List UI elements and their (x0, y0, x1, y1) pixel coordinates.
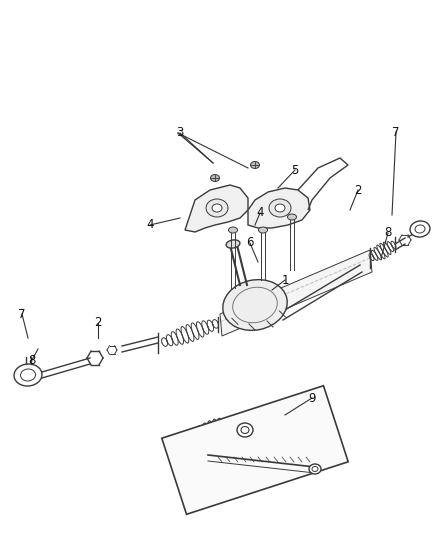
Text: 8: 8 (28, 353, 35, 367)
Ellipse shape (251, 161, 259, 168)
Polygon shape (162, 386, 348, 514)
Ellipse shape (415, 225, 425, 233)
Polygon shape (248, 188, 310, 228)
Ellipse shape (312, 466, 318, 472)
Ellipse shape (287, 214, 297, 220)
Text: 4: 4 (146, 219, 154, 231)
Text: 3: 3 (177, 126, 184, 140)
Ellipse shape (258, 227, 268, 233)
Text: 4: 4 (256, 206, 264, 220)
Ellipse shape (275, 204, 285, 212)
Ellipse shape (226, 240, 240, 248)
Text: 9: 9 (308, 392, 316, 405)
Ellipse shape (211, 174, 219, 182)
Polygon shape (185, 185, 248, 232)
Ellipse shape (229, 227, 237, 233)
Text: 2: 2 (354, 183, 362, 197)
Text: 2: 2 (94, 317, 102, 329)
Ellipse shape (309, 464, 321, 474)
Text: 6: 6 (246, 237, 254, 249)
Ellipse shape (269, 199, 291, 217)
Ellipse shape (14, 364, 42, 386)
Text: 5: 5 (291, 164, 299, 176)
Text: 7: 7 (392, 125, 400, 139)
Ellipse shape (237, 423, 253, 437)
Ellipse shape (21, 369, 35, 381)
Text: 7: 7 (18, 308, 26, 320)
Text: 8: 8 (384, 227, 392, 239)
Ellipse shape (410, 221, 430, 237)
Ellipse shape (212, 204, 222, 212)
Ellipse shape (206, 199, 228, 217)
Ellipse shape (241, 426, 249, 433)
Text: 1: 1 (281, 273, 289, 287)
Polygon shape (220, 250, 372, 336)
Ellipse shape (223, 280, 287, 330)
